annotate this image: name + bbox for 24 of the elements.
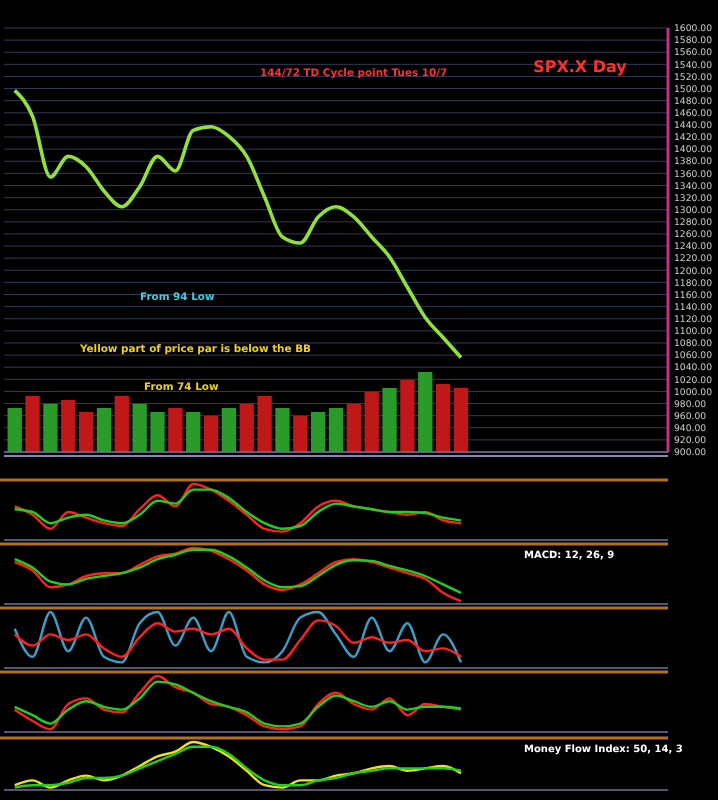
bar — [186, 412, 201, 452]
bar — [382, 388, 397, 452]
bar — [453, 388, 469, 452]
line-series — [12, 88, 463, 360]
bar — [203, 416, 219, 452]
bar — [78, 412, 94, 452]
bar — [364, 392, 379, 452]
bar — [25, 396, 40, 452]
bar — [43, 404, 58, 452]
bar — [400, 380, 415, 452]
bar — [168, 408, 183, 452]
bar — [435, 384, 451, 452]
bar — [328, 408, 344, 452]
bar — [96, 408, 112, 452]
bar — [418, 372, 433, 452]
bar — [346, 404, 361, 452]
bar — [114, 396, 129, 452]
bar — [311, 412, 326, 452]
text: SPX.X Day — [533, 58, 629, 76]
bar — [7, 408, 22, 452]
bar — [61, 400, 76, 452]
bar — [293, 416, 308, 452]
bar — [221, 408, 237, 452]
bar — [275, 408, 290, 452]
